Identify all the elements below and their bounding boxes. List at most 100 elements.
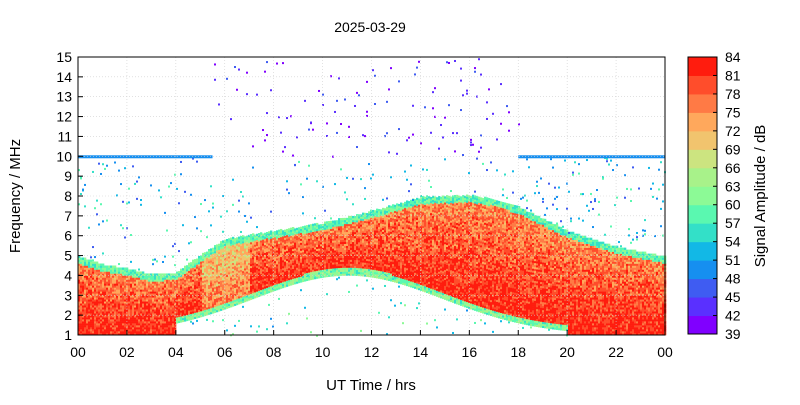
heatmap-cell [206,253,209,256]
heatmap-cell [316,228,319,232]
heatmap-cell [176,297,179,300]
heatmap-cell [322,255,325,258]
heatmap-cell [232,252,235,256]
heatmap-cell [242,247,245,250]
heatmap-cell [200,257,203,260]
heatmap-cell [304,249,307,252]
heatmap-cell [108,299,111,302]
heatmap-cell [332,248,335,251]
heatmap-cell [204,264,207,267]
heatmap-cell [368,227,371,230]
heatmap-cell [132,323,135,326]
heatmap-cell [342,221,345,225]
heatmap-cell [270,248,273,251]
heatmap-cell [268,249,271,252]
heatmap-cell [128,279,131,282]
heatmap-cell [112,291,115,294]
heatmap-cell [134,283,137,286]
heatmap-cell [280,286,283,289]
heatmap-cell [240,279,243,282]
heatmap-cell [204,305,207,309]
heatmap-cell [226,270,229,274]
heatmap-cell [352,237,355,241]
heatmap-cell [220,278,223,282]
heatmap-cell [362,228,365,231]
heatmap-cell [94,283,97,286]
heatmap-cell [218,243,221,247]
heatmap-cell [368,260,371,264]
heatmap-cell [160,291,163,294]
heatmap-cell [212,293,215,296]
heatmap-cell [356,235,359,239]
noise-point [212,206,214,209]
heatmap-cell [104,331,107,334]
heatmap-cell [120,311,123,314]
heatmap-cell [170,281,173,284]
heatmap-cell [172,283,175,286]
heatmap-cell [208,254,211,258]
heatmap-cell [262,261,265,264]
heatmap-cell [348,229,351,233]
heatmap-cell [210,288,213,291]
heatmap-cell [352,215,355,219]
heatmap-cell [78,311,81,314]
heatmap-cell [140,281,143,284]
heatmap-cell [338,239,341,243]
heatmap-cell [242,300,245,303]
heatmap-cell [226,306,229,309]
heatmap-cell [132,303,135,306]
heatmap-cell [84,303,87,306]
heatmap-cell [194,302,197,306]
heatmap-cell [230,291,233,294]
heatmap-cell [98,319,101,322]
heatmap-cell [298,247,301,250]
heatmap-cell [180,310,183,313]
noise-point [92,170,94,173]
heatmap-cell [82,289,85,292]
heatmap-cell [232,262,235,265]
heatmap-cell [184,273,187,276]
heatmap-cell [184,301,187,304]
heatmap-cell [200,267,203,270]
heatmap-cell [88,269,91,272]
heatmap-cell [112,321,115,324]
heatmap-cell [228,297,231,301]
heatmap-cell [232,242,235,246]
heatmap-cell [280,272,283,275]
heatmap-cell [264,282,267,285]
heatmap-cell [294,240,297,243]
heatmap-cell [82,327,85,330]
heatmap-cell [78,319,81,322]
heatmap-cell [340,237,343,241]
heatmap-cell [122,295,125,298]
heatmap-cell [222,270,225,273]
heatmap-cell [360,222,363,225]
heatmap-cell [320,249,323,253]
heatmap-cell [224,265,227,268]
heatmap-cell [334,242,337,245]
heatmap-cell [316,258,319,261]
heatmap-cell [94,267,97,270]
heatmap-cell [130,329,133,332]
heatmap-cell [222,278,225,281]
heatmap-cell [86,297,89,300]
heatmap-cell [138,325,141,328]
heatmap-cell [194,314,197,317]
heatmap-cell [222,250,225,253]
heatmap-cell [84,271,87,274]
noise-point [126,202,128,205]
heatmap-cell [96,281,99,284]
heatmap-cell [242,278,245,282]
heatmap-cell [136,273,139,276]
heatmap-cell [274,242,277,246]
heatmap-cell [110,285,113,288]
heatmap-cell [164,283,167,286]
heatmap-cell [214,280,217,284]
heatmap-cell [178,290,181,294]
heatmap-cell [156,333,159,336]
heatmap-cell [164,317,167,320]
heatmap-cell [302,228,305,231]
heatmap-cell [268,276,271,280]
heatmap-cell [294,278,297,281]
heatmap-cell [376,256,379,259]
